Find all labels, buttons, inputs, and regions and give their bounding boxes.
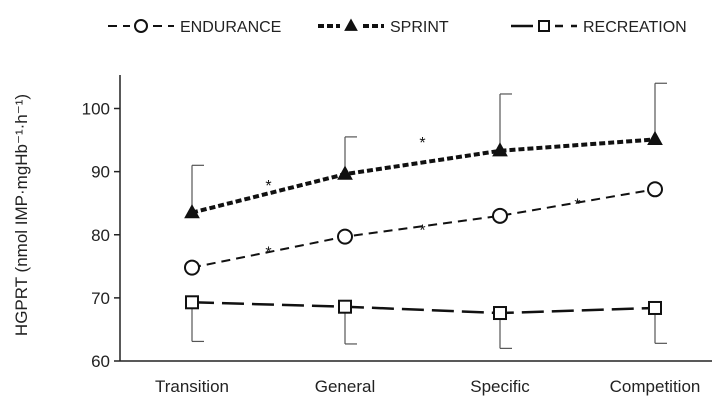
series-markers: [184, 130, 663, 321]
y-tick-label: 60: [91, 352, 110, 371]
y-tick-label: 90: [91, 163, 110, 182]
series-line-recreation: [191, 301, 656, 315]
data-point-endurance: [337, 228, 353, 245]
legend-label: RECREATION: [583, 19, 687, 36]
series-line-endurance: [191, 188, 656, 269]
series-line-sprint: [191, 137, 656, 215]
x-tick-label: General: [315, 377, 375, 396]
data-point-recreation: [648, 300, 662, 315]
x-tick-label: Transition: [155, 377, 229, 396]
y-tick-label: 70: [91, 289, 110, 308]
significance-asterisk: *: [419, 135, 425, 152]
data-point-sprint: [184, 204, 200, 219]
significance-asterisk: *: [265, 244, 271, 261]
y-tick-label: 80: [91, 226, 110, 245]
data-point-endurance: [184, 259, 200, 276]
significance-asterisk: *: [419, 222, 425, 239]
y-axis-label: HGPRT (nmol IMP·mgHb⁻¹·h⁻¹): [12, 94, 31, 336]
legend-item-recreation: RECREATION: [511, 17, 687, 36]
significance-asterisk: *: [574, 196, 580, 213]
x-tick-label: Specific: [470, 377, 530, 396]
data-point-endurance: [647, 181, 663, 198]
data-point-endurance: [492, 207, 508, 224]
y-tick-label: 100: [82, 100, 110, 119]
legend-label: ENDURANCE: [180, 19, 281, 36]
error-bars: [191, 82, 667, 349]
data-point-recreation: [338, 299, 352, 314]
series-lines: [191, 137, 656, 315]
axes: 60 70 80 90 100 Transition General Specific Comp…: [82, 75, 712, 396]
data-point-sprint: [337, 165, 353, 180]
legend-marker-square: [538, 20, 550, 32]
significance-annotations: * * * * *: [265, 135, 580, 261]
legend-marker-circle: [134, 19, 148, 33]
legend-item-endurance: ENDURANCE: [108, 17, 281, 36]
data-point-sprint: [492, 142, 508, 157]
legend-label: SPRINT: [390, 19, 449, 36]
legend: ENDURANCE SPRINT RECREATION: [108, 17, 687, 36]
legend-item-sprint: SPRINT: [318, 17, 449, 36]
legend-marker-triangle: [344, 18, 358, 31]
data-point-recreation: [493, 306, 507, 321]
significance-asterisk: *: [265, 178, 271, 195]
x-tick-label: Competition: [610, 377, 701, 396]
data-point-recreation: [185, 295, 199, 310]
data-point-sprint: [647, 130, 663, 145]
